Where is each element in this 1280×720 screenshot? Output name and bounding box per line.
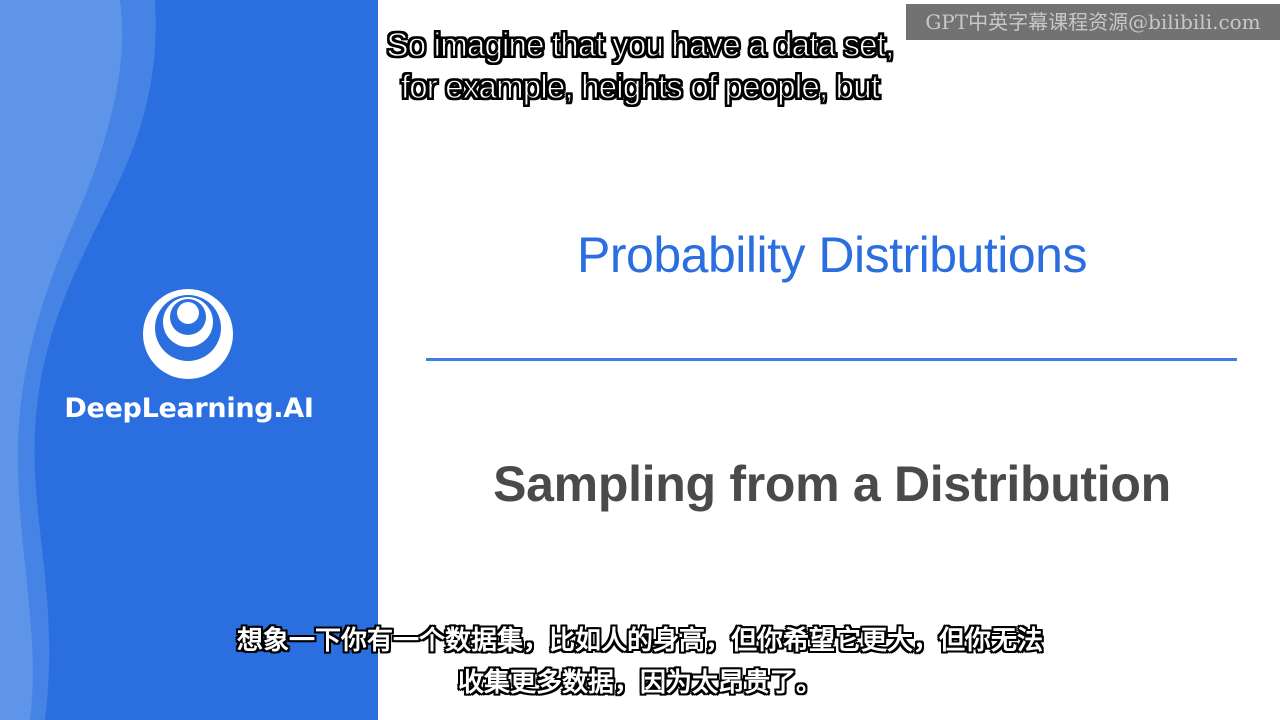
brand-name: DeepLearning.AI bbox=[64, 393, 314, 424]
title-divider bbox=[426, 358, 1237, 361]
background-wave-shape bbox=[0, 0, 156, 720]
slide-title: Probability Distributions bbox=[577, 227, 1087, 283]
brand-panel: DeepLearning.AI bbox=[0, 0, 378, 720]
deeplearning-ai-logo-icon bbox=[143, 289, 233, 379]
english-caption-line-1: So imagine that you have a data set, bbox=[386, 26, 895, 64]
watermark: GPT中英字幕课程资源@bilibili.com bbox=[906, 4, 1280, 40]
chinese-caption-line-1: 想象一下你有一个数据集，比如人的身高，但你希望它更大，但你无法 bbox=[236, 626, 1043, 656]
slide-subtitle: Sampling from a Distribution bbox=[493, 456, 1171, 512]
chinese-caption-line-2: 收集更多数据，因为太昂贵了。 bbox=[457, 668, 822, 698]
english-caption-line-2: for example, heights of people, but bbox=[400, 68, 880, 106]
